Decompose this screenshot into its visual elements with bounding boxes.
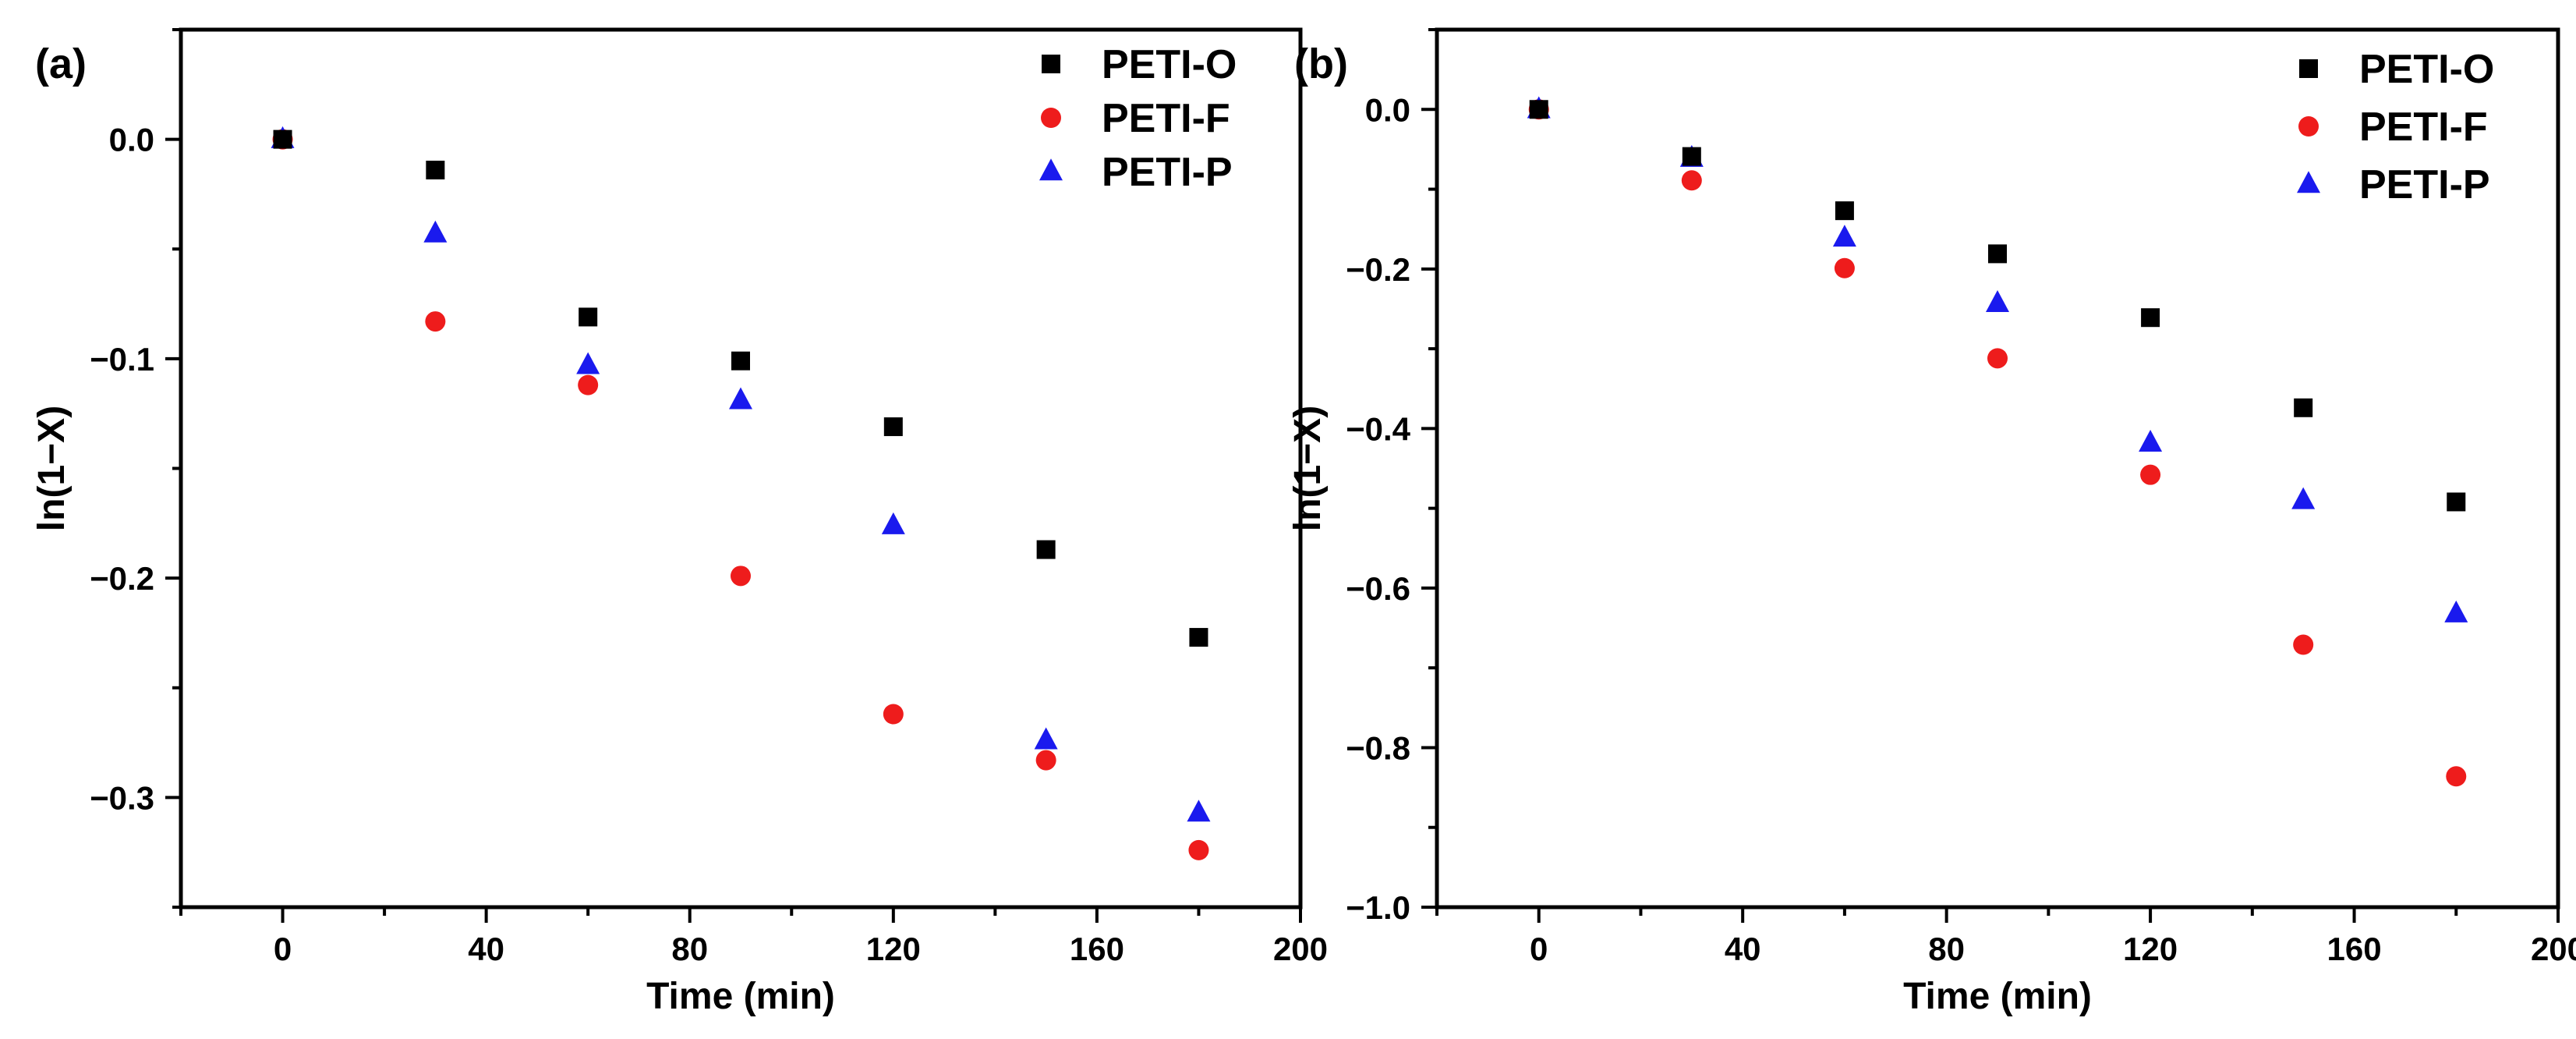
panel-label: (a) — [35, 41, 87, 87]
data-point-peti-f — [1188, 839, 1209, 860]
data-point-peti-o — [1682, 147, 1701, 166]
legend-label-peti-f: PETI-F — [1102, 96, 1230, 141]
data-point-peti-o — [1036, 540, 1056, 559]
x-tick-label: 40 — [468, 931, 504, 967]
data-point-peti-f — [1834, 257, 1855, 278]
legend-marker-peti-o — [1042, 55, 1060, 73]
x-axis-title: Time (min) — [1903, 976, 2092, 1017]
data-point-peti-f — [883, 704, 904, 725]
data-point-peti-f — [2140, 464, 2161, 485]
data-point-peti-o — [579, 307, 598, 327]
legend-marker-peti-p — [1039, 158, 1063, 181]
data-point-peti-p — [576, 352, 600, 374]
legend-label-peti-p: PETI-P — [1102, 150, 1233, 195]
y-tick-label: −0.6 — [1346, 570, 1410, 607]
y-tick-label: −0.2 — [1346, 251, 1410, 288]
data-point-peti-o — [1529, 100, 1548, 119]
legend-label-peti-o: PETI-O — [1102, 42, 1237, 87]
chart-panel-2: 0 40 80 120 160 200 0.0 −0.2 −0.4 −0.6 −0.8 −1.0 Tim… — [1287, 27, 2576, 1017]
data-point-peti-o — [883, 417, 903, 437]
data-point-peti-o — [2447, 492, 2466, 512]
data-point-peti-f — [578, 374, 599, 395]
y-tick-label: −0.3 — [90, 779, 154, 816]
legend-label-peti-o: PETI-O — [2359, 47, 2494, 92]
data-point-peti-o — [731, 351, 750, 371]
data-point-peti-p — [2444, 600, 2468, 622]
y-tick-label: −1.0 — [1346, 889, 1410, 926]
data-point-peti-o — [426, 161, 445, 179]
y-tick-label: 0.0 — [109, 122, 154, 158]
data-point-peti-p — [1034, 727, 1058, 750]
data-point-peti-f — [1035, 750, 1056, 771]
data-point-peti-f — [2293, 634, 2314, 655]
x-tick-label: 120 — [2123, 931, 2178, 967]
data-point-peti-f — [2446, 766, 2467, 787]
x-tick-label: 160 — [1070, 931, 1124, 967]
data-point-peti-p — [2291, 487, 2316, 509]
data-point-peti-f — [731, 566, 751, 587]
y-tick-label: −0.1 — [90, 341, 154, 378]
x-tick-label: 120 — [866, 931, 921, 967]
plot-frame — [1435, 27, 2560, 910]
data-point-peti-p — [881, 512, 905, 534]
y-tick-label: 0.0 — [1365, 91, 1410, 128]
panel-label: (b) — [1294, 41, 1348, 87]
data-point-peti-p — [423, 220, 448, 243]
data-point-peti-p — [729, 387, 752, 410]
y-axis-title: ln(1−X) — [1287, 406, 1329, 531]
x-tick-label: 0 — [1530, 931, 1548, 967]
x-tick-label: 160 — [2327, 931, 2382, 967]
y-tick-label: −0.8 — [1346, 729, 1410, 766]
legend-marker-peti-o — [2299, 59, 2318, 78]
legend-marker-peti-f — [1041, 108, 1061, 128]
data-point-peti-f — [425, 311, 446, 332]
y-tick-label: −0.4 — [1346, 410, 1411, 447]
data-point-peti-p — [1187, 800, 1211, 822]
legend-marker-peti-f — [2298, 116, 2319, 137]
data-point-peti-o — [1988, 244, 2007, 264]
data-point-peti-o — [273, 129, 292, 149]
x-tick-label: 40 — [1725, 931, 1761, 967]
y-axis-title: ln(1−X) — [31, 406, 73, 531]
data-point-peti-o — [1835, 201, 1854, 221]
x-tick-label: 200 — [2531, 931, 2576, 967]
x-axis-title: Time (min) — [646, 976, 835, 1017]
data-point-peti-p — [1986, 289, 2009, 312]
data-point-peti-f — [1681, 170, 1702, 191]
x-tick-label: 80 — [671, 931, 708, 967]
x-tick-label: 80 — [1928, 931, 1965, 967]
data-point-peti-p — [1832, 225, 1856, 247]
data-point-peti-o — [1189, 628, 1208, 647]
y-tick-label: −0.2 — [90, 560, 154, 597]
data-point-peti-f — [1987, 348, 2008, 369]
data-point-peti-p — [2139, 429, 2163, 452]
chart-panel-1: 0 40 80 120 160 200 0.0 −0.1 −0.2 −0.3 Time (min) l… — [31, 27, 1328, 1017]
data-point-peti-o — [2294, 398, 2313, 417]
legend-label-peti-p: PETI-P — [2359, 162, 2490, 207]
legend-marker-peti-p — [2297, 171, 2320, 193]
x-tick-label: 0 — [274, 931, 292, 967]
data-point-peti-o — [2141, 308, 2160, 328]
x-tick-label: 200 — [1273, 931, 1328, 967]
legend-label-peti-f: PETI-F — [2359, 105, 2488, 150]
